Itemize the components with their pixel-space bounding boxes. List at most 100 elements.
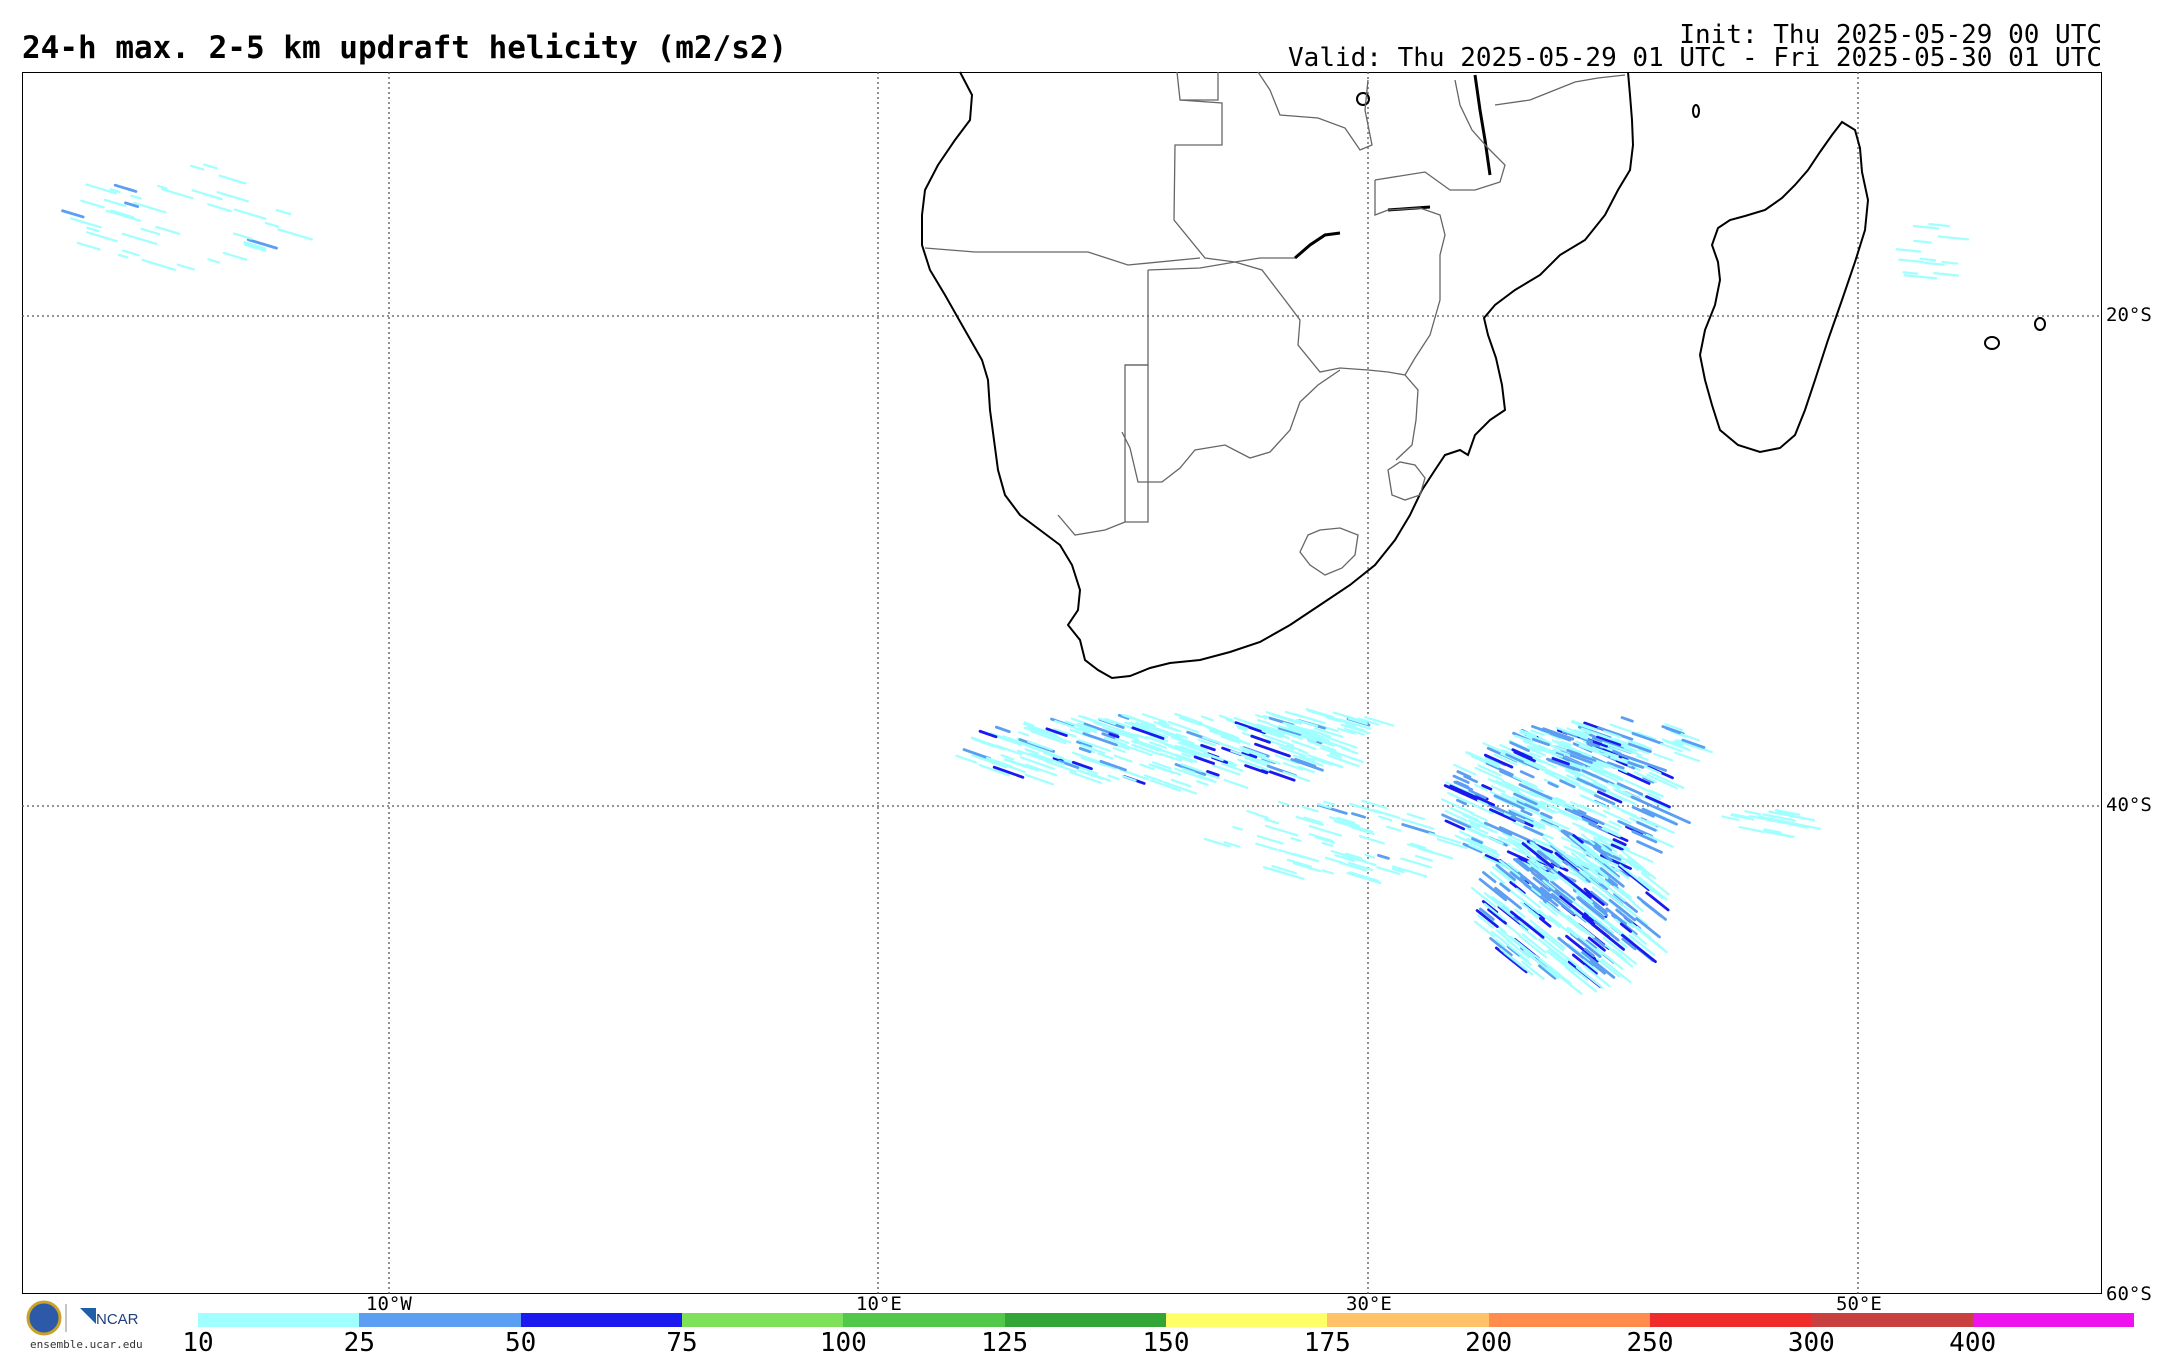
helicity-streak [80, 199, 105, 209]
helicity-streak [1495, 863, 1516, 881]
helicity-streak [1534, 926, 1565, 952]
helicity-streak [1346, 872, 1382, 885]
helicity-streak [1675, 739, 1687, 745]
helicity-streak [1590, 766, 1605, 774]
helicity-streak [1627, 761, 1645, 769]
helicity-streak [140, 227, 161, 236]
helicity-streak [1099, 759, 1127, 772]
colorbar-tick-label: 400 [1949, 1328, 1997, 1358]
helicity-streak [1485, 757, 1500, 766]
helicity-streak [1256, 719, 1270, 725]
helicity-streak [1139, 763, 1155, 771]
helicity-streak [1510, 815, 1525, 824]
helicity-streak [1163, 732, 1195, 745]
helicity-streak [1769, 810, 1781, 815]
helicity-streak [1563, 755, 1591, 769]
colorbar-tick-label: 200 [1465, 1328, 1513, 1358]
helicity-streak [1377, 853, 1390, 860]
nsf-logo-icon [26, 1300, 62, 1336]
helicity-streak [1444, 819, 1466, 831]
helicity-streak [1131, 740, 1160, 752]
helicity-streak [1077, 739, 1111, 753]
helicity-streak [1475, 795, 1496, 807]
helicity-streak [1539, 886, 1575, 915]
helicity-streak [1158, 720, 1170, 727]
lon-label-10w: 10°W [366, 1293, 412, 1315]
helicity-streak [1913, 239, 1932, 244]
helicity-streak [1256, 834, 1284, 845]
helicity-streak [1513, 750, 1536, 763]
helicity-streak [1308, 833, 1334, 842]
helicity-streak [1581, 958, 1599, 973]
helicity-streak [1075, 765, 1099, 775]
helicity-streak [1612, 838, 1627, 847]
helicity-streak [1484, 821, 1513, 836]
helicity-streak [1928, 223, 1951, 228]
helicity-streak [1338, 820, 1374, 834]
helicity-streak [1428, 832, 1462, 844]
helicity-streak [1630, 795, 1656, 809]
helicity-streak [1528, 790, 1561, 807]
helicity-streak [1601, 958, 1632, 984]
helicity-streak [1590, 922, 1626, 951]
helicity-streak [1086, 771, 1112, 782]
helicity-streak [1596, 760, 1615, 768]
helicity-streak [1076, 722, 1098, 732]
helicity-streak [1519, 770, 1535, 779]
helicity-streak [1595, 857, 1620, 878]
helicity-streak [1623, 919, 1635, 929]
helicity-streak [971, 754, 1008, 769]
helicity-streak [1596, 790, 1623, 804]
helicity-streak [1631, 731, 1664, 745]
helicity-streak [1351, 812, 1367, 819]
helicity-streak [1532, 876, 1551, 892]
helicity-streak [1519, 804, 1551, 820]
helicity-streak [1457, 819, 1489, 835]
helicity-streak [1149, 741, 1168, 749]
helicity-streak [1306, 709, 1327, 717]
helicity-streak [1567, 865, 1586, 881]
colorbar-segment [1165, 1313, 1328, 1327]
helicity-streak [1336, 816, 1356, 824]
helicity-streak [1491, 896, 1512, 913]
helicity-streak [1483, 892, 1515, 918]
helicity-streak [1562, 829, 1575, 837]
helicity-streak [1499, 882, 1511, 893]
helicity-streak [1131, 743, 1163, 757]
helicity-streak [1506, 945, 1521, 957]
helicity-streak [1565, 934, 1599, 963]
helicity-streak [1612, 948, 1628, 962]
helicity-streak [1400, 818, 1435, 830]
lon-label-10e: 10°E [856, 1293, 902, 1315]
helicity-streak [1462, 842, 1483, 854]
helicity-streak [978, 763, 1011, 777]
helicity-streak [1235, 723, 1249, 730]
helicity-streak [1648, 771, 1685, 789]
helicity-streak [1571, 953, 1598, 975]
helicity-streak [1349, 803, 1361, 809]
helicity-streak [1575, 740, 1603, 754]
helicity-streak [1385, 825, 1402, 832]
lake-kariba [1294, 231, 1341, 260]
helicity-streak [1406, 813, 1426, 821]
helicity-streak [1581, 951, 1616, 979]
helicity-streak [1542, 879, 1556, 891]
helicity-streak [1538, 938, 1568, 963]
helicity-streak [1468, 789, 1487, 800]
helicity-streak [1209, 729, 1246, 744]
helicity-streak [1567, 943, 1590, 962]
helicity-streak [1481, 784, 1493, 791]
helicity-streak [1265, 738, 1295, 751]
helicity-streak [1069, 771, 1103, 784]
helicity-streak [1561, 953, 1582, 970]
helicity-streak [1571, 852, 1599, 875]
helicity-streak [1596, 947, 1624, 970]
helicity-streak [1530, 866, 1549, 883]
helicity-streak [105, 209, 142, 222]
helicity-streak [1286, 858, 1313, 868]
helicity-streak [1243, 749, 1266, 759]
helicity-streak [1645, 833, 1674, 848]
helicity-streak [1334, 854, 1356, 862]
helicity-streak [1058, 759, 1080, 770]
helicity-streak [1515, 841, 1531, 854]
